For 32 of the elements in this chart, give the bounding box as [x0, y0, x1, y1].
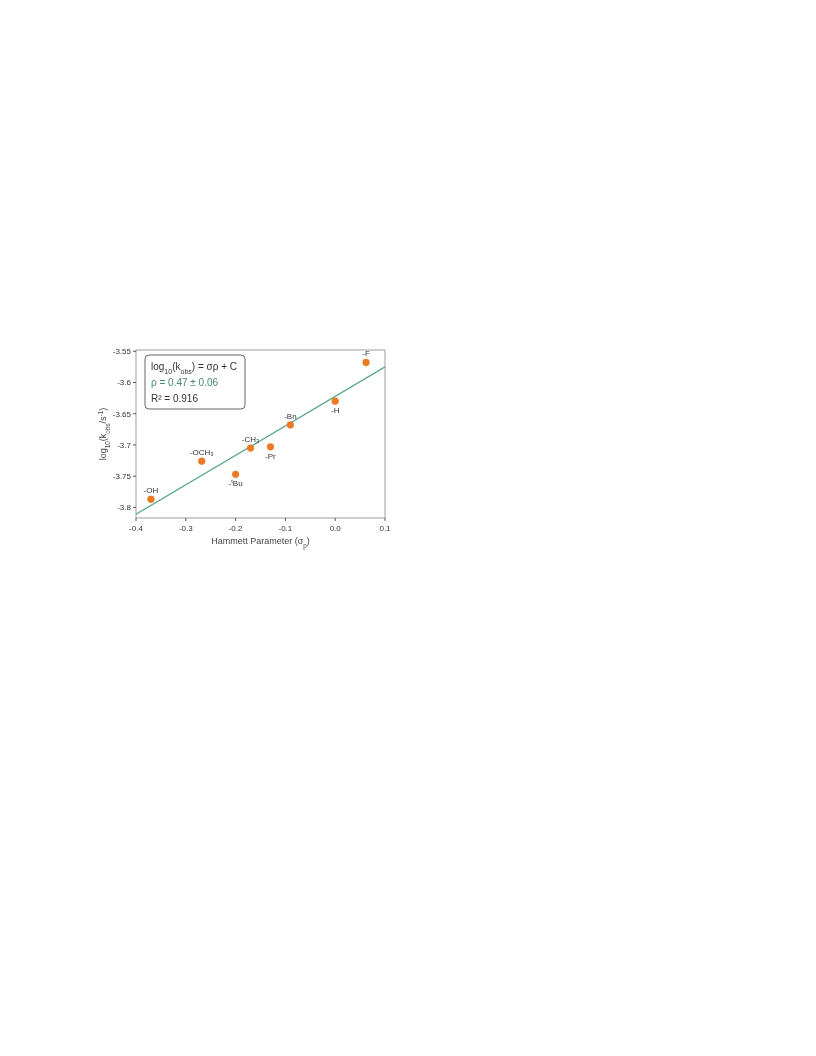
annotation: -$^{t}$Bu	[228, 478, 243, 489]
x-axis-title: Hammett Parameter (σ$_{p}$)	[211, 536, 310, 550]
y-tick-label: -3.75	[112, 472, 132, 482]
x-tick-label: 0.1	[379, 524, 392, 533]
x-tick-label: -0.2	[228, 524, 244, 533]
x-tick-label: -0.1	[278, 524, 293, 533]
point	[198, 457, 206, 465]
point	[147, 495, 155, 503]
point	[246, 444, 255, 452]
y-tick-label: -3.7	[117, 440, 132, 450]
annotation: -Bn	[284, 411, 297, 421]
annotation: log$_{10}$(k$_{obs}$) = σρ + C	[151, 361, 238, 375]
annotation: -CH₃	[241, 435, 260, 445]
x-tick-label: -0.3	[178, 524, 194, 533]
y-tick-label: -3.65	[112, 409, 132, 419]
annotation: R² = 0.916	[151, 393, 199, 404]
point	[331, 397, 339, 405]
annotation: -OH	[143, 486, 159, 496]
point	[362, 358, 370, 367]
y-tick-label: -3.8	[117, 503, 132, 513]
point	[266, 443, 275, 451]
x-tick-label: 0.0	[329, 524, 342, 533]
y-tick-label: -3.6	[117, 378, 132, 388]
point	[231, 470, 240, 478]
annotation: -H	[330, 406, 340, 416]
point	[286, 421, 295, 429]
annotation: -F	[362, 349, 370, 359]
annotation: -Pr	[265, 451, 277, 461]
x-tick-label: -0.4	[129, 524, 144, 533]
y-tick-label: -3.55	[112, 347, 132, 357]
annotation: ρ = 0.47 ± 0.06	[151, 377, 219, 388]
annotation: -OCH₃	[189, 448, 214, 458]
